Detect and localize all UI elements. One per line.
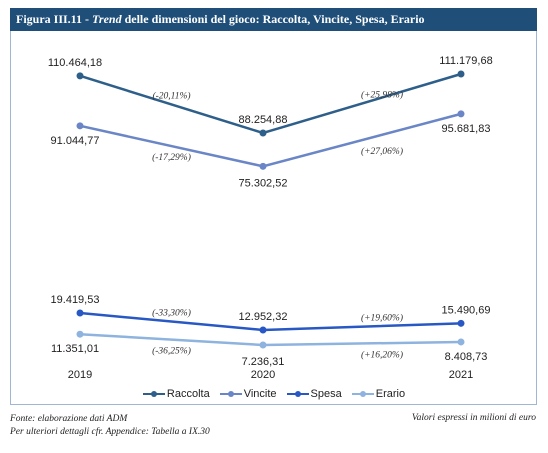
change-label-erario-1: (-36,25%) [152, 346, 191, 357]
point-raccolta-2021 [457, 70, 465, 78]
data-labels: 110.464,18 88.254,88 111.179,68 91.044,77 75… [48, 55, 493, 368]
point-spesa-2021 [457, 319, 465, 327]
category-label-2019: 2019 [68, 369, 92, 381]
legend-item-spesa: Spesa [286, 388, 342, 400]
point-vincite-2019 [76, 122, 84, 130]
category-label-2021: 2021 [449, 369, 473, 381]
value-label-spesa-2019: 19.419,53 [51, 294, 100, 306]
point-raccolta-2019 [76, 72, 84, 80]
details-note: Per ulteriori dettagli cfr. Appendice: T… [10, 427, 210, 437]
category-label-2020: 2020 [251, 369, 275, 381]
legend-marker-vincite [219, 389, 242, 399]
figure-title-rest: delle dimensioni del gioco: Raccolta, Vi… [121, 12, 425, 26]
figure-title-prefix: Figura III.11 - [16, 12, 93, 26]
point-erario-2021 [457, 338, 465, 346]
value-label-erario-2021: 8.408,73 [445, 351, 488, 363]
value-label-raccolta-2020: 88.254,88 [239, 114, 288, 126]
source-note: Fonte: elaborazione dati ADM [10, 414, 128, 424]
legend-label-spesa: Spesa [310, 388, 342, 400]
value-label-raccolta-2021: 111.179,68 [439, 55, 492, 67]
change-label-spesa-1: (-33,30%) [152, 308, 191, 319]
value-label-vincite-2021: 95.681,83 [442, 123, 491, 135]
legend-label-vincite: Vincite [243, 388, 277, 400]
legend: Raccolta Vincite Spesa Erario [0, 388, 548, 402]
change-label-erario-2: (+16,20%) [361, 349, 403, 360]
change-label-vincite-1: (-17,29%) [152, 152, 191, 163]
value-label-vincite-2019: 91.044,77 [51, 135, 100, 147]
legend-item-erario: Erario [351, 388, 406, 400]
value-label-raccolta-2019: 110.464,18 [48, 57, 102, 69]
change-label-raccolta-1: (-20,11%) [152, 90, 190, 101]
change-labels: (-20,11%) (+25,98%) (-17,29%) (+27,06%) (-33… [152, 90, 403, 361]
figure-frame [10, 8, 537, 405]
line-chart: 110.464,18 88.254,88 111.179,68 91.044,77 75… [48, 55, 493, 381]
legend-marker-spesa [286, 389, 309, 399]
value-label-spesa-2021: 15.490,69 [442, 304, 491, 316]
point-spesa-2019 [76, 309, 84, 317]
value-label-erario-2019: 11.351,01 [51, 343, 99, 355]
legend-marker-erario [351, 389, 374, 399]
point-spesa-2020 [259, 326, 267, 334]
change-label-spesa-2: (+19,60%) [361, 313, 403, 324]
point-vincite-2020 [259, 162, 267, 170]
footer-notes: Fonte: elaborazione dati ADM Per ulterio… [10, 413, 210, 439]
legend-marker-raccolta [142, 389, 165, 399]
figure-title: Figura III.11 - Trend delle dimensioni d… [10, 8, 537, 31]
series-points [76, 70, 465, 349]
units-note: Valori espressi in milioni di euro [411, 413, 536, 423]
line-erario [79, 332, 462, 347]
value-label-erario-2020: 7.236,31 [242, 356, 285, 368]
figure-title-italic: Trend [92, 12, 122, 26]
change-label-vincite-2: (+27,06%) [361, 146, 403, 157]
point-vincite-2021 [457, 110, 465, 118]
change-label-raccolta-2: (+25,98%) [361, 90, 403, 101]
legend-label-erario: Erario [375, 388, 406, 400]
legend-label-raccolta: Raccolta [166, 388, 210, 400]
legend-item-raccolta: Raccolta [142, 388, 210, 400]
category-labels: 2019 2020 2021 [68, 369, 473, 381]
value-label-vincite-2020: 75.302,52 [239, 177, 288, 189]
point-erario-2019 [76, 330, 84, 338]
value-label-spesa-2020: 12.952,32 [239, 311, 288, 323]
point-erario-2020 [259, 341, 267, 349]
legend-item-vincite: Vincite [219, 388, 277, 400]
point-raccolta-2020 [259, 129, 267, 137]
